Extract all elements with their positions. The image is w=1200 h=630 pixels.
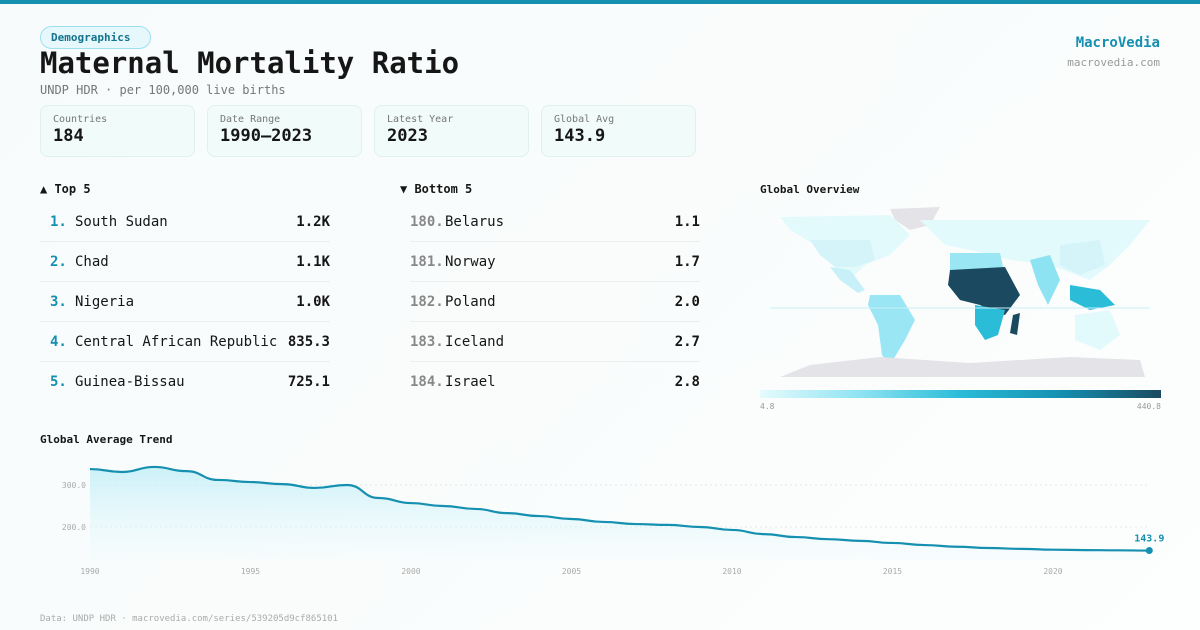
country-name: Iceland [445,333,505,350]
stat-label: Countries [53,114,108,125]
page-subtitle: UNDP HDR · per 100,000 live births [40,83,286,97]
brand-logo[interactable]: MacroVedia [1075,35,1160,51]
x-tick-label: 1995 [241,567,260,576]
map-southern-africa [975,305,1005,340]
rank: 183. [410,333,444,350]
map-southeast-asia [1070,285,1115,310]
x-tick-label: 2015 [883,567,902,576]
stat-card-global-avg: Global Avg 143.9 [541,105,696,157]
map-south-america [868,295,915,365]
country-name: Guinea-Bissau [75,374,185,390]
country-name: South Sudan [75,213,168,230]
x-tick-label: 2020 [1043,567,1062,576]
value: 1.1 [674,213,700,230]
trend-line [89,465,1150,552]
x-tick-label: 1990 [80,567,99,576]
stat-value: 184 [53,126,84,146]
country-name: Nigeria [75,293,135,310]
value: 2.8 [674,374,700,390]
top-accent-bar [0,0,1200,4]
rank: 4. [50,333,67,350]
end-value-label: 143.9 [1134,534,1164,545]
world-map[interactable] [770,205,1150,380]
top5-list: 1. South Sudan 1.2K 2. Chad 1.1K 3. Nigeria 1.0K… [40,202,330,402]
value: 1.1K [296,253,330,270]
y-tick-label: 300.0 [62,481,86,490]
list-item[interactable]: 2. Chad 1.1K [40,242,330,282]
map-color-legend [760,390,1161,398]
data-point [1145,547,1153,555]
map-title: Global Overview [760,183,860,196]
stat-value: 2023 [387,126,428,146]
stat-card-countries: Countries 184 [40,105,195,157]
rank: 184. [410,374,444,390]
country-name: Israel [445,374,496,390]
trend-area [90,466,1150,560]
country-name: Central African Republic [75,333,278,350]
value: 1.0K [296,293,330,310]
stat-label: Date Range [220,114,281,125]
map-antarctica [780,357,1145,377]
footer-source: Data: UNDP HDR · macrovedia.com/series/5… [40,614,339,624]
stat-label: Global Avg [554,114,615,125]
list-item[interactable]: 184. Israel 2.8 [410,362,700,402]
x-tick-label: 2000 [401,567,420,576]
country-name: Norway [445,253,496,270]
y-tick-label: 200.0 [62,523,86,532]
value: 1.7 [674,253,700,270]
stat-card-date-range: Date Range 1990–2023 [207,105,362,157]
value: 725.1 [287,374,330,390]
map-south-asia [1030,255,1060,305]
trend-chart-title: Global Average Trend [40,433,173,446]
legend-min: 4.8 [760,402,775,411]
rank: 2. [50,253,67,270]
list-item[interactable]: 3. Nigeria 1.0K [40,282,330,322]
stat-card-latest-year: Latest Year 2023 [374,105,529,157]
list-item[interactable]: 4. Central African Republic 835.3 [40,322,330,362]
rank: 5. [50,374,67,390]
bottom5-list: 180. Belarus 1.1 181. Norway 1.7 182. Poland 2.0… [410,202,700,402]
rank: 181. [410,253,444,270]
value: 1.2K [296,213,330,230]
stat-label: Latest Year [387,114,454,125]
rank: 3. [50,293,67,310]
country-name: Belarus [445,213,505,230]
x-tick-label: 2005 [562,567,581,576]
x-tick-label: 2010 [722,567,741,576]
rank: 182. [410,293,444,310]
country-name: Chad [75,253,109,270]
category-badge[interactable]: Demographics [40,26,152,49]
map-central-america [830,267,865,293]
trend-chart: 200.0 300.0 1990 1995 2000 2005 2010 2015 2020 14… [62,465,1164,576]
map-madagascar [1010,313,1020,335]
map-sub-saharan-africa [948,267,1020,315]
bottom5-title: ▼ Bottom 5 [400,182,473,196]
list-item[interactable]: 182. Poland 2.0 [410,282,700,322]
list-item[interactable]: 180. Belarus 1.1 [410,202,700,242]
rank: 1. [50,213,67,230]
value: 2.0 [674,293,700,310]
rank: 180. [410,213,444,230]
map-china [1060,240,1105,275]
list-item[interactable]: 183. Iceland 2.7 [410,322,700,362]
brand-site[interactable]: macrovedia.com [1067,56,1160,69]
legend-max: 440.8 [1136,402,1161,411]
value: 835.3 [287,333,330,350]
stat-value: 1990–2023 [220,126,313,146]
map-usa [810,240,875,267]
top5-title: ▲ Top 5 [40,182,91,196]
list-item[interactable]: 5. Guinea-Bissau 725.1 [40,362,330,402]
page-title: Maternal Mortality Ratio [40,46,460,80]
map-australia [1075,310,1120,350]
list-item[interactable]: 1. South Sudan 1.2K [40,202,330,242]
list-item[interactable]: 181. Norway 1.7 [410,242,700,282]
value: 2.7 [674,333,700,350]
stat-value: 143.9 [554,126,606,146]
country-name: Poland [445,293,496,310]
